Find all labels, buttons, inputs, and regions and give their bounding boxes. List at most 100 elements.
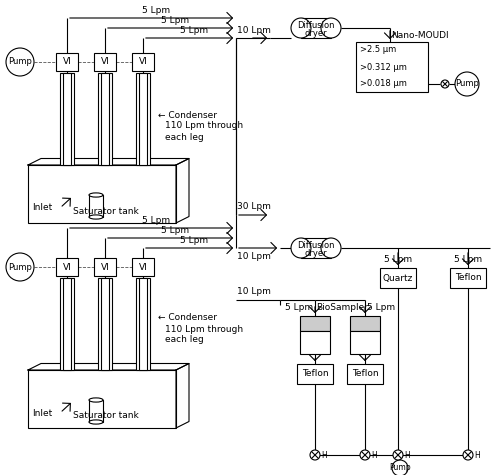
Text: 110 Lpm through: 110 Lpm through (165, 122, 243, 131)
Bar (28, 165, 176, 223)
Bar (60, 73, 74, 165)
Bar (347, 364, 383, 384)
Circle shape (310, 450, 320, 460)
Circle shape (392, 460, 408, 475)
Bar (56, 53, 78, 71)
Bar (136, 278, 150, 370)
Ellipse shape (291, 238, 311, 258)
Bar (356, 42, 428, 92)
Text: Quartz: Quartz (383, 274, 413, 283)
Text: Teflon: Teflon (454, 274, 481, 283)
Text: 5 Lpm: 5 Lpm (367, 303, 395, 312)
Bar (63, 73, 71, 165)
Text: VI: VI (138, 57, 147, 67)
Circle shape (360, 450, 370, 460)
Bar (98, 278, 112, 370)
Ellipse shape (89, 215, 103, 219)
Text: Saturator tank: Saturator tank (73, 207, 139, 216)
Ellipse shape (89, 420, 103, 424)
Text: VI: VI (138, 263, 147, 272)
Text: >0.018 μm: >0.018 μm (360, 79, 407, 88)
Text: >2.5 μm: >2.5 μm (360, 46, 396, 55)
Text: H: H (321, 450, 327, 459)
Text: VI: VI (62, 263, 72, 272)
Bar (450, 268, 486, 288)
Text: Inlet: Inlet (32, 203, 52, 212)
Text: VI: VI (100, 263, 110, 272)
Bar (301, 238, 331, 258)
Text: VI: VI (100, 57, 110, 67)
Bar (101, 278, 109, 370)
Text: >0.312 μm: >0.312 μm (360, 63, 407, 72)
Text: each leg: each leg (165, 133, 204, 142)
Bar (350, 316, 380, 331)
Text: Pump: Pump (455, 79, 479, 88)
Ellipse shape (291, 18, 311, 38)
Bar (101, 73, 109, 165)
Bar (301, 18, 331, 38)
Text: each leg: each leg (165, 335, 204, 344)
Circle shape (6, 253, 34, 281)
Bar (139, 278, 147, 370)
Text: 5 Lpm: 5 Lpm (454, 255, 482, 264)
Circle shape (6, 48, 34, 76)
Bar (94, 258, 116, 276)
Text: Pump: Pump (8, 263, 32, 272)
Ellipse shape (321, 18, 341, 38)
Bar (132, 53, 154, 71)
Text: Diffusion: Diffusion (297, 20, 335, 29)
Bar (60, 278, 74, 370)
Text: 5 Lpm: 5 Lpm (180, 26, 208, 35)
Text: Teflon: Teflon (302, 370, 328, 379)
Bar (94, 53, 116, 71)
Text: ← Condenser: ← Condenser (158, 111, 217, 120)
Bar (350, 331, 380, 354)
Text: 5 Lpm: 5 Lpm (384, 255, 412, 264)
Text: Pump: Pump (8, 57, 32, 67)
Text: H: H (371, 450, 377, 459)
Text: Saturator tank: Saturator tank (73, 411, 139, 420)
Text: 5 Lpm: 5 Lpm (180, 236, 208, 245)
Text: dryer: dryer (304, 248, 328, 257)
Text: 10 Lpm: 10 Lpm (237, 287, 271, 296)
Bar (139, 73, 147, 165)
Bar (297, 364, 333, 384)
Text: 30 Lpm: 30 Lpm (237, 202, 271, 211)
Text: Inlet: Inlet (32, 408, 52, 418)
Text: 5 Lpm: 5 Lpm (161, 16, 189, 25)
Text: 5 Lpm: 5 Lpm (161, 226, 189, 235)
Text: 10 Lpm: 10 Lpm (237, 26, 271, 35)
Ellipse shape (89, 193, 103, 197)
Text: Teflon: Teflon (352, 370, 378, 379)
Text: Diffusion: Diffusion (297, 240, 335, 249)
Bar (89, 195, 103, 217)
Text: 10 Lpm: 10 Lpm (237, 252, 271, 261)
Text: Pump: Pump (389, 464, 411, 473)
Text: BioSampler: BioSampler (316, 304, 368, 313)
Bar (380, 268, 416, 288)
Text: 5 Lpm: 5 Lpm (142, 6, 170, 15)
Text: 5 Lpm: 5 Lpm (142, 216, 170, 225)
Text: ← Condenser: ← Condenser (158, 314, 217, 323)
Bar (132, 258, 154, 276)
Text: 5 Lpm: 5 Lpm (285, 303, 313, 312)
Text: 110 Lpm through: 110 Lpm through (165, 324, 243, 333)
Bar (300, 331, 330, 354)
Ellipse shape (89, 398, 103, 402)
Text: H: H (404, 450, 410, 459)
Circle shape (455, 72, 479, 96)
Bar (56, 258, 78, 276)
Ellipse shape (321, 238, 341, 258)
Bar (98, 73, 112, 165)
Bar (28, 370, 176, 428)
Bar (63, 278, 71, 370)
Text: H: H (474, 450, 480, 459)
Circle shape (463, 450, 473, 460)
Bar (136, 73, 150, 165)
Bar (300, 316, 330, 331)
Circle shape (441, 80, 449, 88)
Bar (89, 400, 103, 422)
Circle shape (393, 450, 403, 460)
Text: Nano-MOUDI: Nano-MOUDI (391, 31, 448, 40)
Text: VI: VI (62, 57, 72, 67)
